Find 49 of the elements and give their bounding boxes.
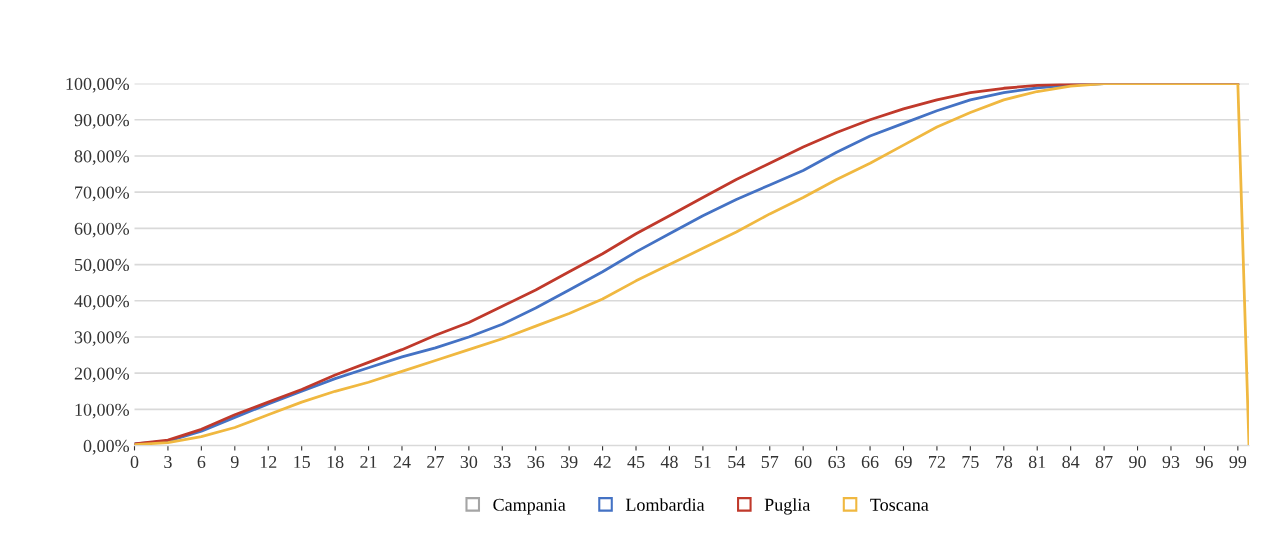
- x-tick-label: 72: [929, 455, 945, 468]
- x-tick-label: 54: [728, 455, 746, 469]
- legend-label: Campania: [493, 498, 566, 515]
- y-tick-label: 40,00%: [74, 295, 130, 310]
- x-tick-label: 81: [1028, 455, 1046, 469]
- x-tick-label: 18: [327, 455, 344, 469]
- x-tick-label: 0: [130, 455, 139, 469]
- y-tick-label: 60,00%: [74, 222, 130, 238]
- x-tick-label: 51: [694, 455, 711, 469]
- y-tick-label: 0,00%: [83, 439, 130, 455]
- x-tick-label: 9: [230, 455, 239, 469]
- x-tick-label: 24: [393, 455, 411, 468]
- x-tick-label: 42: [593, 455, 611, 468]
- legend-label: Lombardia: [625, 498, 705, 511]
- x-tick-label: 39: [560, 455, 578, 469]
- x-tick-label: 90: [1129, 455, 1146, 469]
- x-tick-label: 60: [794, 455, 812, 469]
- x-tick-label: 48: [660, 455, 678, 469]
- y-tick-label: 80,00%: [74, 150, 130, 165]
- x-tick-label: 3: [164, 455, 172, 469]
- x-tick-label: 57: [761, 456, 779, 469]
- x-tick-label: 45: [627, 455, 645, 469]
- y-tick-label: 10,00%: [75, 403, 130, 419]
- x-tick-label: 87: [1095, 455, 1113, 469]
- legend-label: Puglia: [764, 498, 811, 515]
- x-tick-label: 75: [962, 456, 979, 469]
- y-tick-label: 100,00%: [66, 77, 130, 93]
- y-tick-label: 30,00%: [74, 331, 130, 347]
- x-tick-label: 63: [828, 455, 845, 469]
- x-tick-label: 36: [527, 455, 545, 469]
- legend-label: Toscana: [870, 498, 929, 511]
- y-tick-label: 50,00%: [75, 258, 130, 274]
- x-tick-label: 33: [494, 455, 511, 469]
- x-tick-label: 84: [1062, 455, 1080, 469]
- x-tick-label: 93: [1162, 455, 1180, 469]
- x-tick-label: 30: [460, 455, 478, 469]
- x-tick-label: 15: [294, 455, 310, 469]
- x-tick-label: 12: [260, 455, 277, 468]
- x-tick-label: 69: [895, 455, 912, 469]
- x-tick-label: 27: [427, 455, 444, 468]
- y-tick-label: 90,00%: [74, 114, 130, 129]
- x-tick-label: 66: [861, 455, 879, 469]
- x-tick-label: 78: [995, 455, 1013, 469]
- x-tick-label: 96: [1195, 455, 1213, 469]
- x-tick-label: 21: [360, 455, 377, 468]
- x-tick-label: 99: [1229, 455, 1247, 469]
- y-tick-label: 20,00%: [74, 367, 130, 383]
- y-tick-label: 70,00%: [75, 186, 130, 202]
- x-tick-label: 6: [197, 455, 206, 469]
